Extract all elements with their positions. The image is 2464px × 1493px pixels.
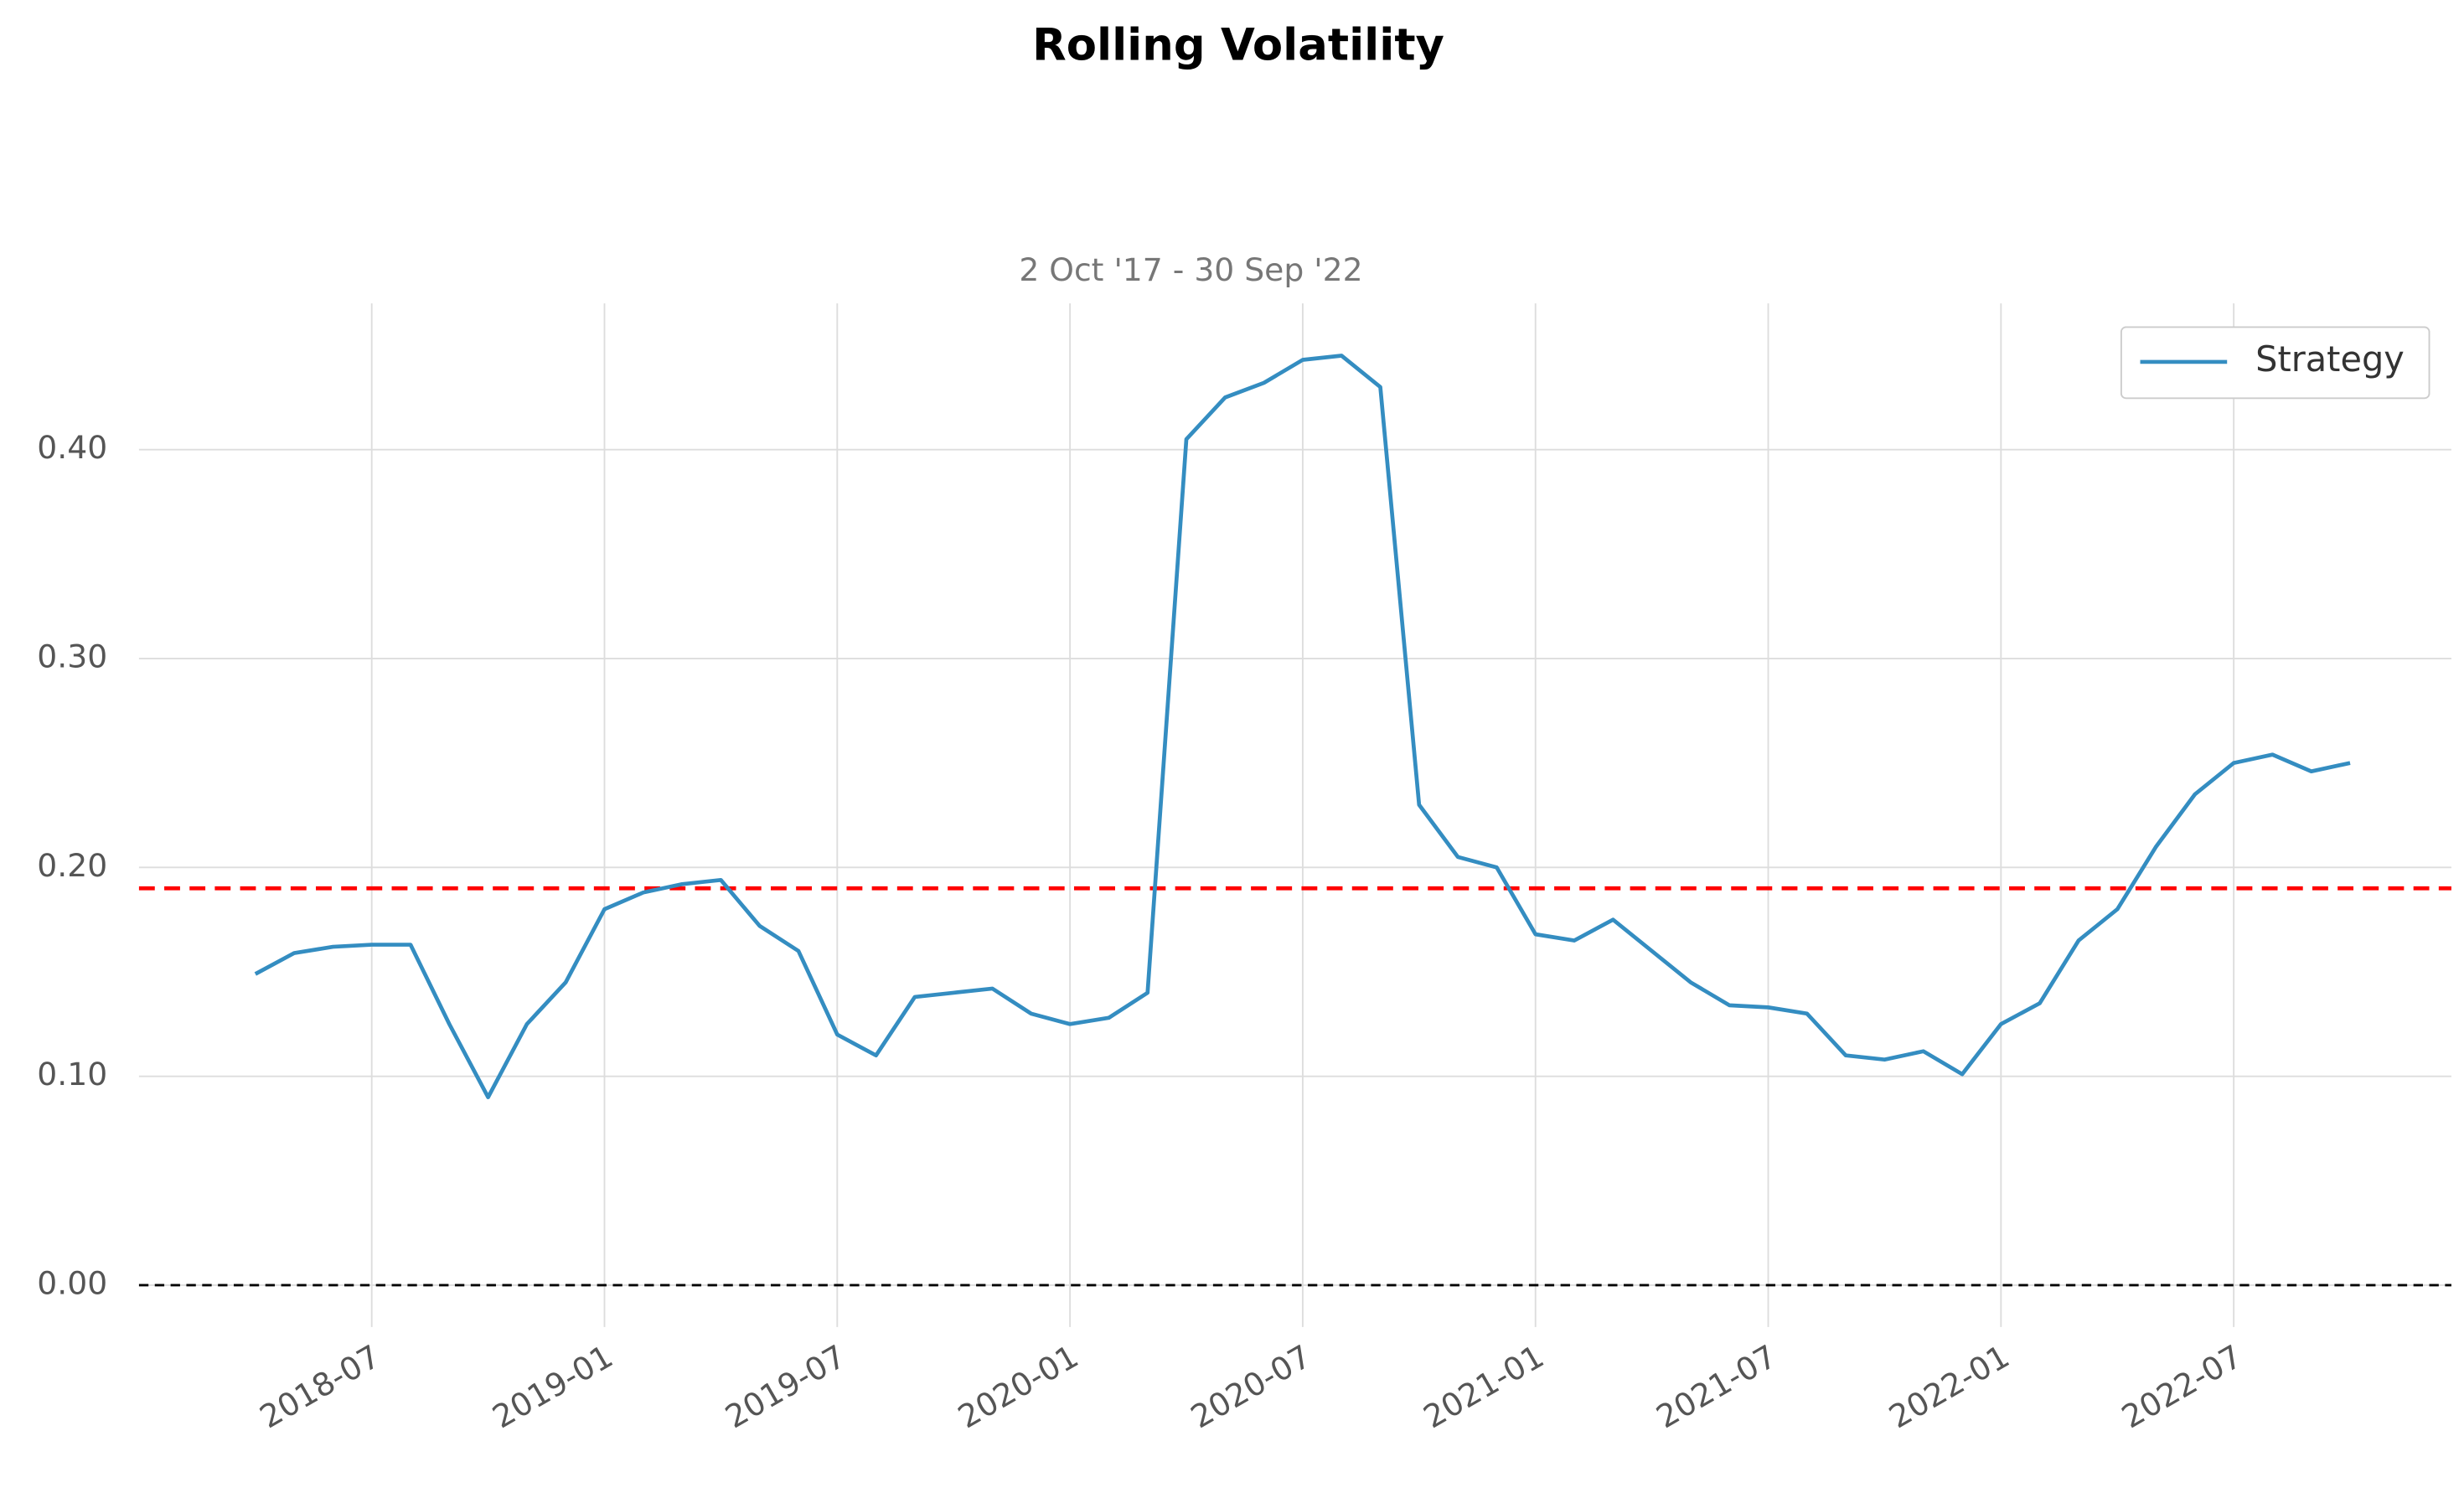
legend-label: Strategy [2255, 339, 2405, 380]
x-tick-label: 2019-07 [719, 1338, 851, 1436]
x-tick-label: 2019-01 [486, 1338, 618, 1436]
x-tick-label: 2021-07 [1650, 1338, 1782, 1436]
x-tick-label: 2020-01 [952, 1338, 1084, 1436]
x-tick-label: 2021-01 [1418, 1338, 1550, 1436]
y-tick-label: 0.30 [37, 638, 107, 675]
grid [138, 303, 2451, 1327]
x-tick-label: 2022-01 [1883, 1338, 2015, 1436]
legend-box [2120, 326, 2430, 400]
y-tick-label: 0.40 [37, 429, 107, 466]
x-tick-label: 2022-07 [2115, 1338, 2248, 1436]
plot [138, 354, 2451, 1287]
x-tick-label: 2018-07 [254, 1338, 386, 1436]
y-tick-label: 0.10 [37, 1056, 107, 1093]
x-tick-label: 2020-07 [1185, 1338, 1317, 1436]
series-line [254, 354, 2351, 1099]
legend: Strategy [2120, 326, 2430, 400]
y-tick-label: 0.00 [37, 1264, 107, 1301]
y-tick-label: 0.20 [37, 847, 107, 884]
chart-title: Rolling Volatility [1032, 19, 1444, 70]
chart-subtitle: 2 Oct '17 - 30 Sep '22 [1019, 251, 1362, 288]
